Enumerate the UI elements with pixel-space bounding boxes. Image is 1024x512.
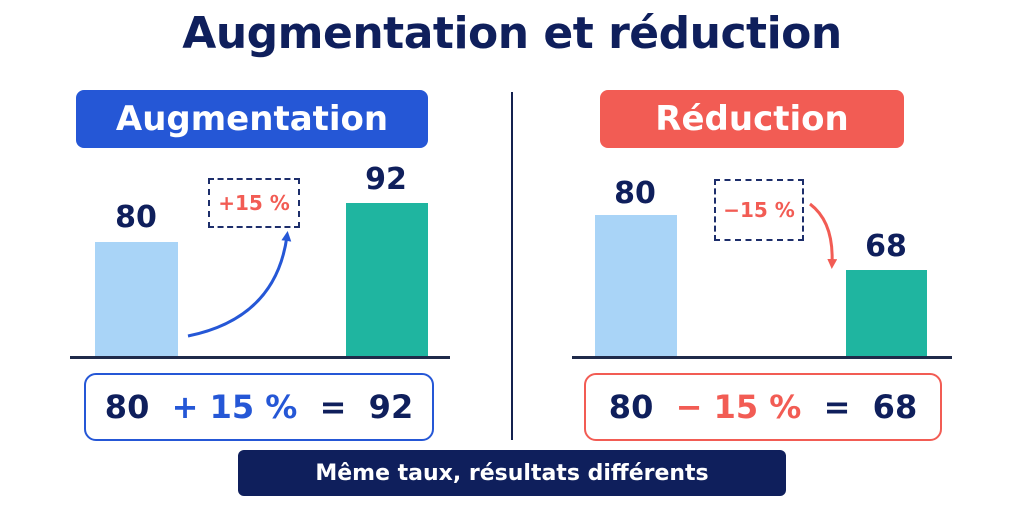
increase-equation-equals: = <box>319 388 347 426</box>
decrease-equation-box: 80 − 15 % = 68 <box>584 373 942 441</box>
decrease-badge: Réduction <box>600 90 904 148</box>
decrease-equation-rate: − 15 % <box>675 388 802 426</box>
increase-start-value: 80 <box>115 200 157 235</box>
decrease-equation-base: 80 <box>608 388 654 426</box>
decrease-end-value: 68 <box>865 229 907 264</box>
increase-equation-rate: + 15 % <box>171 388 298 426</box>
decrease-baseline <box>572 356 952 359</box>
decrease-start-bar <box>595 215 677 357</box>
footer-banner: Même taux, résultats différents <box>238 450 786 496</box>
panel-divider <box>511 92 513 440</box>
increase-end-bar <box>346 203 428 357</box>
increase-rate-box: +15 % <box>208 178 300 228</box>
increase-equation-result: 92 <box>368 388 414 426</box>
decrease-end-bar <box>846 270 927 357</box>
increase-arrow-icon <box>187 231 292 338</box>
decrease-rate-box: −15 % <box>714 179 804 241</box>
increase-baseline <box>70 356 450 359</box>
increase-start-bar <box>95 242 178 357</box>
increase-end-value: 92 <box>365 162 407 197</box>
increase-badge: Augmentation <box>76 90 428 148</box>
decrease-start-value: 80 <box>614 176 656 211</box>
increase-equation-base: 80 <box>104 388 150 426</box>
increase-equation-box: 80 + 15 % = 92 <box>84 373 434 441</box>
page-title: Augmentation et réduction <box>182 8 842 59</box>
decrease-equation-result: 68 <box>872 388 918 426</box>
decrease-equation-equals: = <box>823 388 851 426</box>
